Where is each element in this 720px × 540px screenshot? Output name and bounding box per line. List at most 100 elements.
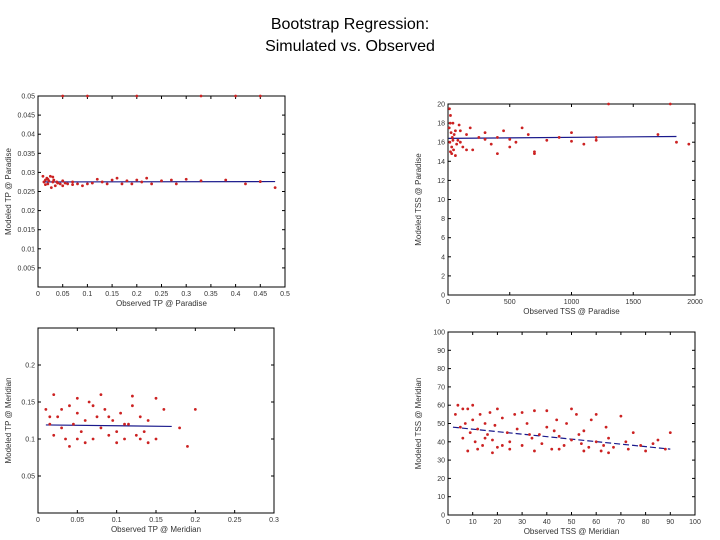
data-point	[505, 431, 509, 435]
data-point	[450, 136, 454, 139]
x-tick-label: 0.45	[253, 291, 267, 298]
data-point	[582, 142, 586, 146]
data-point	[258, 94, 262, 98]
data-point	[594, 136, 598, 139]
data-point	[61, 179, 65, 183]
regression-line	[45, 424, 172, 428]
data-point	[107, 415, 111, 419]
data-point	[626, 447, 630, 451]
y-tick-label: 0	[441, 513, 445, 520]
x-tick-label: 0.05	[71, 517, 85, 524]
data-point	[651, 442, 655, 446]
data-point	[68, 445, 71, 448]
y-tick-label: 80	[437, 366, 445, 373]
x-tick-label: 0.1	[112, 517, 122, 524]
data-point	[550, 447, 554, 451]
data-point	[465, 148, 468, 152]
data-point	[515, 427, 519, 431]
x-tick-label: 0.3	[181, 291, 191, 298]
x-tick-label: 0	[446, 519, 450, 526]
y-tick-label: 12	[437, 178, 445, 185]
data-point	[639, 444, 643, 447]
data-point	[607, 102, 610, 106]
data-point	[142, 430, 146, 433]
data-point	[481, 444, 484, 447]
x-tick-label: 0.15	[149, 517, 163, 524]
data-point	[258, 180, 262, 183]
data-point	[49, 186, 53, 190]
x-tick-label: 0.15	[105, 291, 119, 298]
data-point	[178, 426, 182, 430]
data-point	[48, 415, 52, 419]
x-tick-label: 80	[642, 519, 650, 526]
data-point	[146, 419, 150, 422]
data-point	[199, 179, 203, 183]
data-point	[71, 180, 74, 184]
data-point	[582, 429, 586, 433]
x-tick-label: 40	[543, 519, 551, 526]
data-point	[127, 422, 130, 426]
data-point	[186, 445, 189, 448]
data-point	[687, 142, 691, 146]
data-point	[488, 411, 492, 414]
plot-area	[37, 95, 286, 288]
data-point	[99, 426, 103, 430]
data-point	[457, 123, 461, 127]
data-point	[508, 447, 512, 451]
data-point	[458, 425, 462, 429]
data-point	[656, 438, 660, 442]
y-axis-label: Modeled TP @ Paradise	[4, 147, 13, 235]
data-point	[119, 411, 122, 415]
data-point	[46, 177, 50, 181]
scatter-tp-meridian: 0 0.05 0.1 0.15 0.2 0.25 0.30.050.10.150.2Obse…	[4, 327, 279, 534]
y-tick-label: 0.02	[21, 208, 35, 215]
data-point	[146, 441, 150, 445]
data-point	[455, 142, 459, 146]
x-tick-label: 0.2	[190, 517, 200, 524]
x-tick-label: 100	[689, 519, 701, 526]
scatter-tss-meridian: 0 10 20 30 40 50 60 70 80 90 100 0 10 20 30 40 50 60 70 80 9…	[414, 330, 701, 537]
x-tick-label: 0	[36, 517, 40, 524]
data-point	[496, 152, 499, 156]
data-point	[489, 142, 493, 146]
data-point	[496, 136, 499, 139]
data-point	[644, 449, 647, 453]
data-point	[454, 154, 457, 157]
x-tick-label: 0.05	[56, 291, 70, 298]
data-point	[458, 140, 462, 144]
data-point	[624, 440, 628, 444]
data-point	[61, 94, 65, 98]
data-point	[81, 184, 84, 188]
y-tick-label: 0.015	[17, 227, 35, 234]
x-axis-label: Observed TSS @ Paradise	[523, 307, 620, 316]
x-tick-label: 0.5	[280, 291, 290, 298]
data-point	[602, 444, 606, 447]
y-tick-label: 0.03	[21, 170, 35, 177]
data-point	[224, 178, 228, 182]
y-tick-label: 0.15	[21, 400, 35, 407]
data-point	[545, 138, 549, 142]
y-tick-label: 0.035	[17, 151, 35, 158]
data-point	[115, 430, 119, 433]
data-point	[458, 129, 462, 133]
data-point	[520, 126, 524, 130]
data-point	[530, 436, 534, 440]
data-point	[48, 174, 52, 178]
data-point	[619, 414, 623, 418]
y-tick-label: 70	[437, 384, 445, 391]
data-point	[493, 423, 497, 427]
data-point	[169, 178, 173, 182]
data-point	[60, 408, 63, 411]
y-tick-label: 18	[437, 121, 445, 128]
data-point	[461, 145, 465, 149]
data-point	[42, 180, 46, 184]
data-point	[594, 440, 598, 444]
data-point	[477, 136, 481, 139]
data-point	[452, 133, 456, 136]
data-point	[466, 449, 470, 453]
data-point	[44, 178, 47, 182]
data-point	[471, 148, 475, 152]
y-tick-label: 0.05	[21, 94, 35, 101]
data-point	[448, 140, 452, 144]
data-point	[533, 152, 536, 156]
